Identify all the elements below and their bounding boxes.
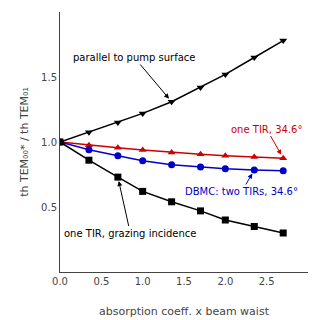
svg-text:2.5: 2.5 — [259, 276, 275, 287]
svg-text:0.5: 0.5 — [41, 202, 57, 213]
svg-text:0.5: 0.5 — [93, 276, 109, 287]
svg-text:one TIR, grazing incidence: one TIR, grazing incidence — [64, 228, 197, 239]
svg-text:DBMC: two TIRs, 34.6°: DBMC: two TIRs, 34.6° — [185, 186, 298, 197]
svg-text:absorption coeff. x beam waist: absorption coeff. x beam waist — [99, 305, 270, 318]
svg-text:1.5: 1.5 — [41, 72, 57, 83]
svg-text:1.5: 1.5 — [176, 276, 192, 287]
svg-text:0.0: 0.0 — [52, 276, 68, 287]
svg-text:1.0: 1.0 — [135, 276, 151, 287]
svg-text:th TEM₀₀* / th TEM₀₁: th TEM₀₀* / th TEM₀₁ — [18, 87, 31, 197]
svg-text:2.0: 2.0 — [217, 276, 233, 287]
svg-text:one TIR, 34.6°: one TIR, 34.6° — [231, 124, 302, 135]
svg-text:parallel to pump surface: parallel to pump surface — [73, 52, 196, 63]
svg-text:1.0: 1.0 — [41, 137, 57, 148]
